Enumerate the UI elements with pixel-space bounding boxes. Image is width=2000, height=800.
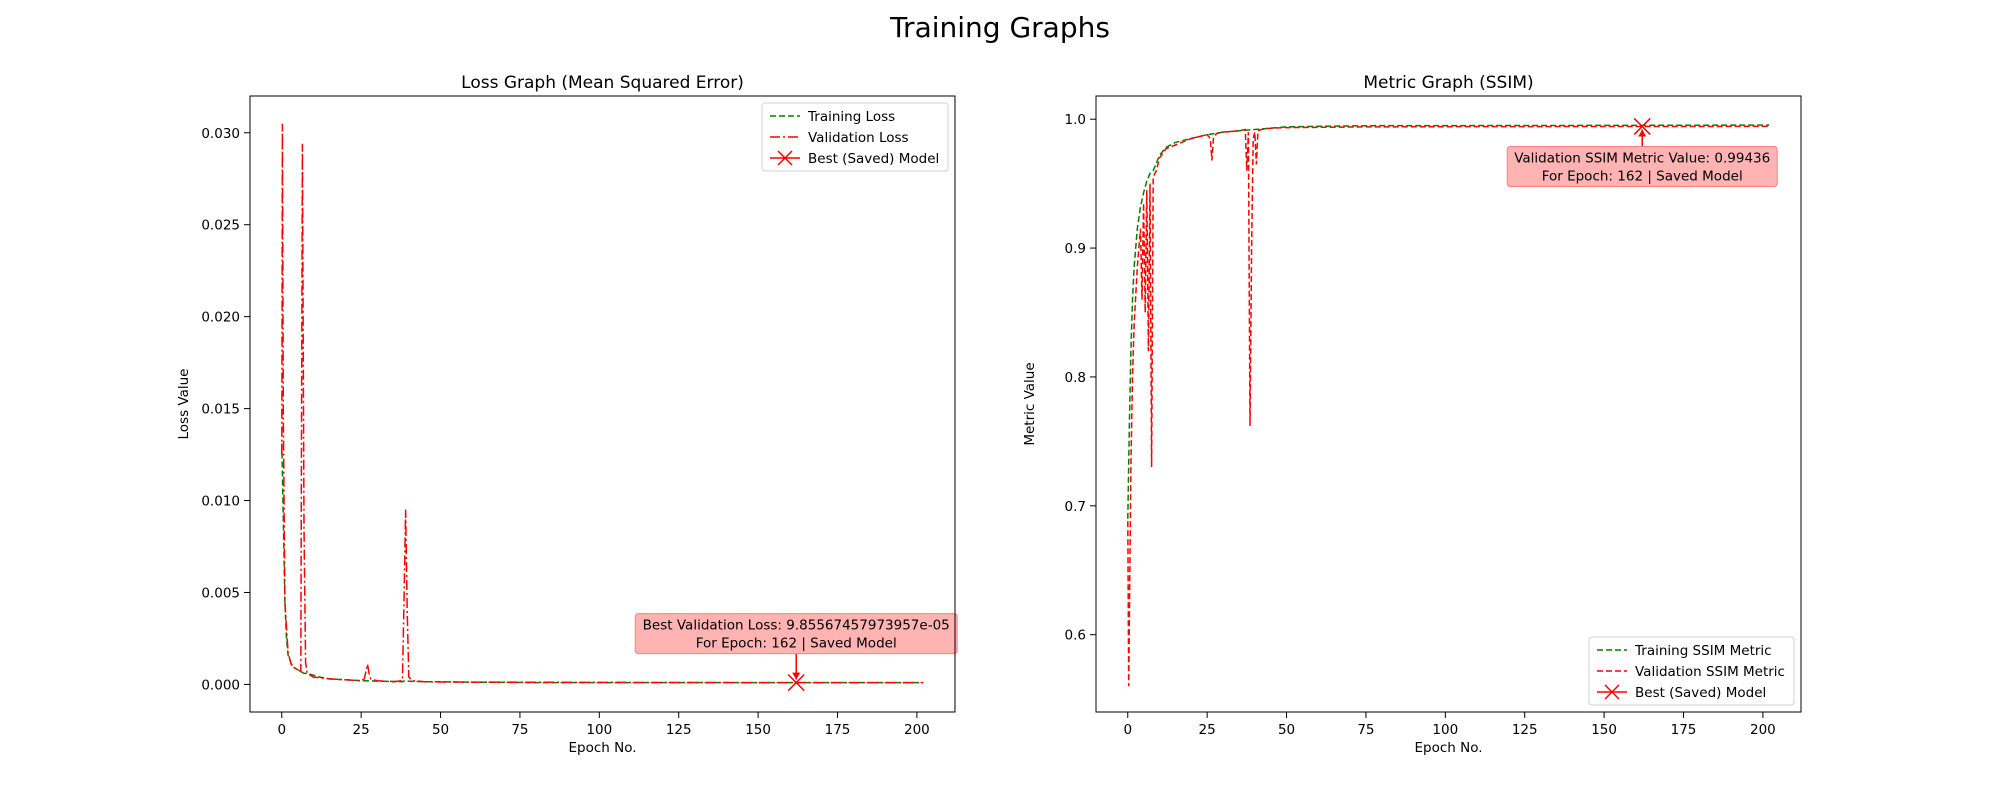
legend-label: Best (Saved) Model xyxy=(808,151,939,167)
legend: Training Loss Validation Loss Best (Saved)… xyxy=(761,102,949,172)
annotation-arrowhead xyxy=(1638,129,1647,137)
x-tick-label: 125 xyxy=(1512,722,1538,738)
y-tick-label: 0.025 xyxy=(201,218,240,234)
annotation-text: For Epoch: 162 | Saved Model xyxy=(1542,168,1743,184)
x-tick-label: 175 xyxy=(825,722,851,738)
legend-label: Best (Saved) Model xyxy=(1635,685,1766,701)
plot-area xyxy=(281,123,924,684)
legend-label: Training Loss xyxy=(807,109,895,125)
y-tick-label: 1.0 xyxy=(1065,112,1086,128)
x-tick-label: 0 xyxy=(277,722,286,738)
annotation-box xyxy=(634,613,958,655)
x-axis-label: Epoch No. xyxy=(1414,740,1482,756)
x-tick-label: 175 xyxy=(1671,722,1697,738)
x-tick-label: 75 xyxy=(1357,722,1374,738)
best-model-marker xyxy=(787,674,805,692)
best-model-marker xyxy=(1633,117,1651,135)
x-tick-label: 200 xyxy=(904,722,930,738)
loss-graph-panel: Loss Graph (Mean Squared Error) 0 25 50 75 10… xyxy=(176,73,958,756)
metric-graph-panel: Metric Graph (SSIM) 0 25 50 75 100 125 150 175 20… xyxy=(1022,73,1802,756)
x-tick-label: 50 xyxy=(432,722,449,738)
x-tick-label: 150 xyxy=(745,722,771,738)
y-axis-label: Metric Value xyxy=(1022,362,1038,445)
axes-frame xyxy=(1095,95,1802,713)
y-tick-label: 0.020 xyxy=(201,310,240,326)
series-line-validation-loss xyxy=(281,123,924,684)
y-tick-label: 0.8 xyxy=(1065,370,1086,386)
y-tick-label: 0.015 xyxy=(201,402,240,418)
x-tick-label: 200 xyxy=(1750,722,1776,738)
legend-box xyxy=(1588,636,1795,706)
annotation-text: Best Validation Loss: 9.85567457973957e-… xyxy=(643,618,950,634)
x-tick-label: 50 xyxy=(1278,722,1295,738)
y-tick-label: 0.030 xyxy=(201,126,240,142)
legend-box xyxy=(761,102,949,172)
best-model-annotation: Validation SSIM Metric Value: 0.99436 For… xyxy=(1506,129,1778,187)
chart-title: Loss Graph (Mean Squared Error) xyxy=(461,73,744,93)
annotation-box xyxy=(1506,145,1778,187)
figure-title: Training Graphs xyxy=(889,11,1110,44)
best-marker-stroke xyxy=(787,674,805,692)
annotation-text: For Epoch: 162 | Saved Model xyxy=(696,636,897,652)
x-tick-label: 125 xyxy=(666,722,692,738)
plot-area xyxy=(1127,124,1770,687)
legend-marker xyxy=(1604,684,1620,700)
series-line-validation-ssim-metric xyxy=(1127,125,1770,687)
x-tick-label: 150 xyxy=(1591,722,1617,738)
y-tick-label: 0.9 xyxy=(1065,241,1086,257)
y-tick-label: 0.000 xyxy=(201,677,240,693)
legend: Training SSIM Metric Validation SSIM Metr… xyxy=(1588,636,1795,706)
chart-title: Metric Graph (SSIM) xyxy=(1363,73,1533,93)
y-axis-label: Loss Value xyxy=(176,369,192,440)
y-tick-label: 0.6 xyxy=(1065,628,1086,644)
best-model-annotation: Best Validation Loss: 9.85567457973957e-… xyxy=(634,613,958,680)
legend-label: Validation Loss xyxy=(808,130,909,146)
x-tick-label: 25 xyxy=(353,722,370,738)
x-tick-label: 25 xyxy=(1199,722,1216,738)
annotation-text: Validation SSIM Metric Value: 0.99436 xyxy=(1514,150,1770,166)
x-axis-label: Epoch No. xyxy=(568,740,636,756)
legend-marker xyxy=(777,150,793,166)
y-tick-label: 0.005 xyxy=(201,585,240,601)
best-marker-stroke xyxy=(1633,117,1651,135)
annotation-arrowhead xyxy=(792,672,801,680)
axes-frame xyxy=(249,95,956,713)
x-tick-label: 100 xyxy=(586,722,612,738)
x-tick-label: 100 xyxy=(1432,722,1458,738)
y-tick-label: 0.7 xyxy=(1065,499,1086,515)
x-tick-label: 75 xyxy=(511,722,528,738)
series-line-training-ssim-metric xyxy=(1127,124,1770,519)
legend-label: Validation SSIM Metric xyxy=(1635,664,1785,680)
x-tick-label: 0 xyxy=(1123,722,1132,738)
legend-label: Training SSIM Metric xyxy=(1634,643,1772,659)
y-tick-label: 0.010 xyxy=(201,494,240,510)
